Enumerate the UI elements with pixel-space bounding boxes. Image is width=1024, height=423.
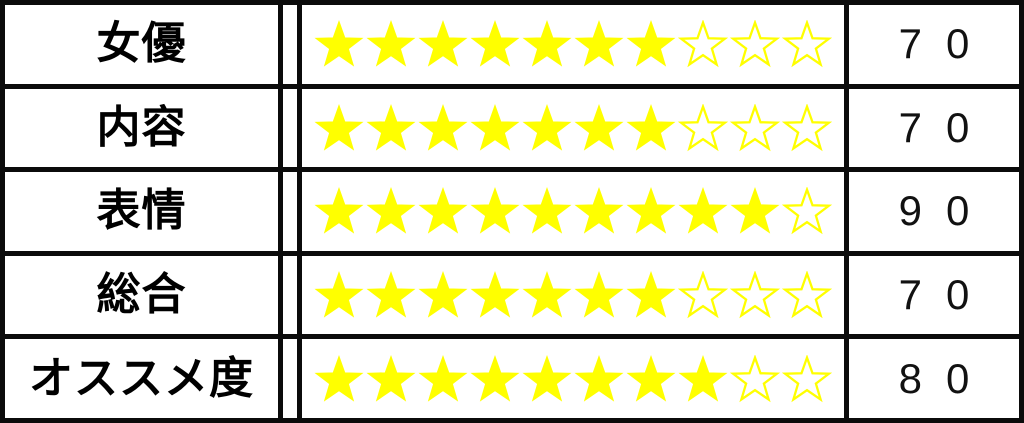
star-filled-icon (366, 20, 416, 67)
rating-row: オススメ度 80 (0, 334, 1024, 423)
row-score: 70 (898, 103, 994, 151)
rating-row: 内容 70 (0, 83, 1024, 173)
star-filled-icon (418, 103, 468, 151)
score-cell: 70 (844, 255, 1019, 335)
star-filled-icon (574, 103, 624, 151)
score-cell: 80 (844, 339, 1019, 418)
score-cell: 70 (844, 88, 1019, 168)
star-empty-icon (782, 103, 832, 152)
star-empty-icon (782, 271, 832, 319)
star-filled-icon (314, 354, 364, 402)
column-gap (283, 339, 297, 418)
star-filled-icon (730, 187, 780, 235)
label-cell: 総合 (5, 255, 283, 335)
stars-group (313, 187, 833, 235)
label-cell: オススメ度 (5, 339, 283, 418)
star-filled-icon (678, 354, 728, 402)
label-cell: 女優 (5, 5, 283, 84)
column-gap (283, 172, 297, 251)
stars-cell (297, 255, 844, 335)
row-label: 内容 (96, 102, 187, 152)
star-filled-icon (314, 187, 364, 235)
star-filled-icon (366, 103, 416, 151)
star-filled-icon (626, 354, 676, 402)
star-filled-icon (418, 20, 468, 67)
star-filled-icon (470, 103, 520, 151)
star-filled-icon (522, 271, 572, 318)
star-empty-icon (782, 20, 832, 68)
stars-cell (297, 172, 844, 251)
star-filled-icon (574, 20, 624, 67)
star-filled-icon (626, 187, 676, 235)
rating-row: 女優 70 (0, 0, 1024, 89)
row-label: オススメ度 (29, 353, 254, 403)
star-filled-icon (522, 103, 572, 151)
star-filled-icon (522, 20, 572, 67)
star-empty-icon (782, 187, 832, 235)
stars-cell (297, 339, 844, 418)
star-filled-icon (626, 20, 676, 67)
star-empty-icon (678, 271, 728, 319)
star-filled-icon (366, 187, 416, 235)
stars-group (313, 354, 833, 403)
column-gap (283, 255, 297, 335)
label-cell: 表情 (5, 172, 283, 251)
star-filled-icon (314, 103, 364, 151)
star-empty-icon (678, 20, 728, 68)
star-filled-icon (470, 20, 520, 67)
stars-cell (297, 88, 844, 168)
stars-group (313, 103, 833, 152)
row-label: 表情 (96, 186, 187, 236)
score-cell: 70 (844, 5, 1019, 84)
star-filled-icon (574, 187, 624, 235)
star-filled-icon (418, 271, 468, 318)
stars-group (313, 20, 833, 68)
row-score: 90 (898, 187, 994, 235)
rating-row: 表情 90 (0, 167, 1024, 256)
row-score: 80 (898, 354, 994, 402)
star-empty-icon (730, 20, 780, 68)
column-gap (283, 88, 297, 168)
star-filled-icon (366, 354, 416, 402)
star-empty-icon (730, 271, 780, 319)
rating-row: 総合 70 (0, 250, 1024, 340)
row-label: 総合 (96, 270, 187, 320)
star-filled-icon (626, 103, 676, 151)
star-filled-icon (574, 354, 624, 402)
star-filled-icon (418, 354, 468, 402)
star-filled-icon (314, 271, 364, 318)
star-empty-icon (678, 103, 728, 152)
star-empty-icon (782, 354, 832, 402)
star-filled-icon (418, 187, 468, 235)
column-gap (283, 5, 297, 84)
star-empty-icon (730, 354, 780, 402)
star-filled-icon (522, 187, 572, 235)
star-filled-icon (470, 187, 520, 235)
row-score: 70 (898, 271, 994, 319)
star-filled-icon (470, 271, 520, 318)
row-score: 70 (898, 20, 994, 68)
score-cell: 90 (844, 172, 1019, 251)
star-filled-icon (522, 354, 572, 402)
label-cell: 内容 (5, 88, 283, 168)
star-filled-icon (678, 187, 728, 235)
star-filled-icon (366, 271, 416, 318)
star-filled-icon (314, 20, 364, 67)
stars-cell (297, 5, 844, 84)
star-empty-icon (730, 103, 780, 152)
stars-group (313, 271, 833, 319)
star-filled-icon (626, 271, 676, 318)
star-filled-icon (470, 354, 520, 402)
star-filled-icon (574, 271, 624, 318)
row-label: 女優 (96, 19, 187, 69)
